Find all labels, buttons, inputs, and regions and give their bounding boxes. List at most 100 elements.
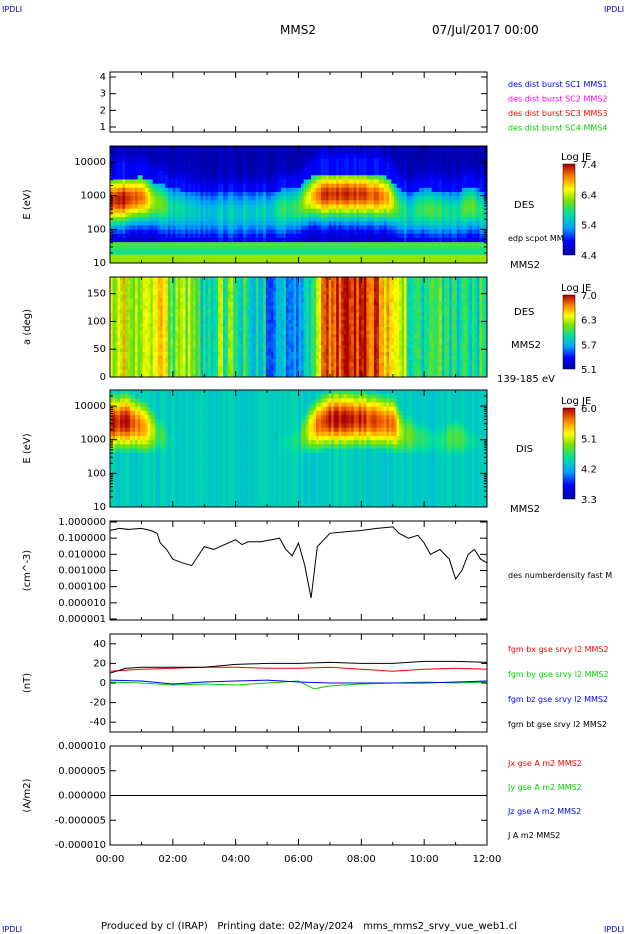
des-energy-panel-cell bbox=[120, 179, 123, 185]
des-energy-panel-cell bbox=[132, 258, 136, 264]
des-energy-panel-cell bbox=[484, 221, 488, 226]
des-energy-panel-cell bbox=[157, 212, 161, 218]
des-energy-panel-cell bbox=[220, 175, 224, 180]
des-energy-panel-cell bbox=[240, 175, 244, 180]
des-energy-panel-cell bbox=[469, 196, 473, 201]
des-energy-panel-cell bbox=[167, 166, 171, 172]
des-energy-panel-cell bbox=[396, 204, 400, 210]
des-energy-panel-cell bbox=[180, 204, 184, 210]
des-energy-panel-cell bbox=[348, 208, 352, 214]
des-energy-panel-cell bbox=[142, 237, 146, 243]
des-energy-panel-cell bbox=[243, 225, 247, 230]
des-energy-panel-cell bbox=[177, 204, 181, 210]
des-energy-panel-cell bbox=[406, 258, 410, 264]
des-energy-panel-cell bbox=[333, 183, 337, 189]
des-energy-panel-cell bbox=[373, 200, 377, 205]
des-pitch-panel-cell bbox=[152, 309, 156, 314]
des-pitch-panel-cell bbox=[120, 337, 123, 342]
des-energy-panel-cell bbox=[290, 166, 294, 172]
des-energy-panel-cell bbox=[120, 250, 123, 256]
des-energy-panel-cell bbox=[192, 158, 196, 164]
des-energy-panel-cell bbox=[346, 208, 350, 214]
des-energy-panel-cell bbox=[125, 217, 128, 222]
des-energy-panel-cell bbox=[318, 250, 322, 256]
des-energy-panel-cell bbox=[190, 179, 194, 185]
des-energy-panel-cell bbox=[205, 162, 209, 168]
des-energy-panel-cell bbox=[273, 171, 277, 176]
des-energy-panel-cell bbox=[260, 204, 264, 210]
des-energy-panel-cell bbox=[230, 221, 234, 226]
des-energy-panel-cell bbox=[406, 171, 410, 176]
des-energy-panel-cell bbox=[125, 150, 128, 155]
des-pitch-panel-cell bbox=[150, 352, 154, 356]
des-energy-panel-cell bbox=[240, 150, 244, 155]
des-pitch-panel-cell bbox=[125, 284, 128, 289]
des-energy-panel-cell bbox=[321, 150, 325, 155]
des-energy-panel-cell bbox=[155, 221, 159, 226]
des-energy-panel-cell bbox=[293, 233, 297, 239]
des-energy-panel-cell bbox=[431, 229, 435, 235]
des-pitch-panel-cell bbox=[125, 312, 128, 317]
des-energy-panel-cell bbox=[280, 212, 284, 218]
des-energy-panel-cell bbox=[414, 221, 418, 226]
des-energy-panel-cell bbox=[225, 179, 229, 185]
des-energy-panel-cell bbox=[471, 212, 475, 218]
des-energy-panel-cell bbox=[416, 179, 420, 185]
des-energy-panel-cell bbox=[250, 233, 254, 239]
des-energy-panel-cell bbox=[220, 250, 224, 256]
des-energy-panel-cell bbox=[381, 191, 385, 197]
des-energy-panel-cell bbox=[253, 191, 257, 197]
des-energy-panel-cell bbox=[399, 212, 402, 218]
des-energy-panel-cell bbox=[341, 179, 345, 185]
des-energy-panel-cell bbox=[213, 242, 216, 247]
des-energy-panel-cell bbox=[248, 208, 252, 214]
des-energy-panel-cell bbox=[436, 150, 440, 155]
des-energy-panel-cell bbox=[293, 158, 297, 164]
des-pitch-panel-cell bbox=[130, 373, 134, 378]
des-energy-panel-cell bbox=[270, 229, 274, 235]
des-pitch-panel-cell bbox=[117, 366, 121, 371]
des-energy-panel-cell bbox=[112, 146, 116, 151]
des-energy-panel-cell bbox=[192, 171, 196, 176]
des-energy-panel-cell bbox=[368, 146, 372, 151]
des-energy-panel-cell bbox=[306, 146, 309, 151]
des-energy-panel-cell bbox=[399, 250, 402, 256]
des-energy-panel-cell bbox=[170, 217, 174, 222]
des-pitch-panel-cell bbox=[147, 348, 151, 353]
des-energy-panel-cell bbox=[295, 179, 299, 185]
des-pitch-panel-cell bbox=[120, 312, 123, 317]
des-energy-panel-cell bbox=[481, 187, 485, 193]
des-pitch-panel-cell bbox=[125, 287, 128, 292]
des-energy-panel-cell bbox=[157, 254, 161, 260]
des-energy-panel-cell bbox=[190, 217, 194, 222]
des-energy-panel-cell bbox=[253, 183, 257, 189]
des-pitch-panel-cell bbox=[122, 298, 126, 303]
des-energy-panel-cell bbox=[306, 175, 309, 180]
des-energy-panel-cell bbox=[368, 158, 372, 164]
des-pitch-panel-cell bbox=[120, 287, 123, 292]
des-pitch-panel-cell bbox=[155, 277, 159, 281]
des-energy-panel-cell bbox=[200, 233, 204, 239]
des-energy-panel-cell bbox=[444, 254, 448, 260]
des-energy-panel-cell bbox=[376, 150, 380, 155]
des-energy-panel-cell bbox=[233, 200, 237, 205]
des-pitch-panel-cell bbox=[137, 294, 141, 299]
des-energy-panel-cell bbox=[200, 200, 204, 205]
des-pitch-panel-cell bbox=[135, 359, 139, 364]
des-energy-panel-cell bbox=[436, 204, 440, 210]
des-energy-panel-cell bbox=[283, 191, 287, 197]
des-energy-panel-cell bbox=[135, 254, 139, 260]
des-energy-panel-cell bbox=[481, 158, 485, 164]
des-energy-panel-cell bbox=[429, 204, 433, 210]
des-energy-panel-cell bbox=[197, 246, 201, 251]
des-energy-panel-cell bbox=[132, 233, 136, 239]
des-energy-panel-cell bbox=[343, 183, 347, 189]
des-pitch-panel-cell bbox=[122, 294, 126, 299]
des-pitch-panel-cell bbox=[167, 298, 171, 303]
des-pitch-panel-cell bbox=[115, 337, 118, 342]
des-energy-panel-cell bbox=[243, 237, 247, 243]
des-pitch-panel-cell bbox=[152, 287, 156, 292]
des-energy-panel-cell bbox=[167, 246, 171, 251]
des-energy-panel-cell bbox=[142, 212, 146, 218]
des-energy-panel-cell bbox=[117, 162, 121, 168]
